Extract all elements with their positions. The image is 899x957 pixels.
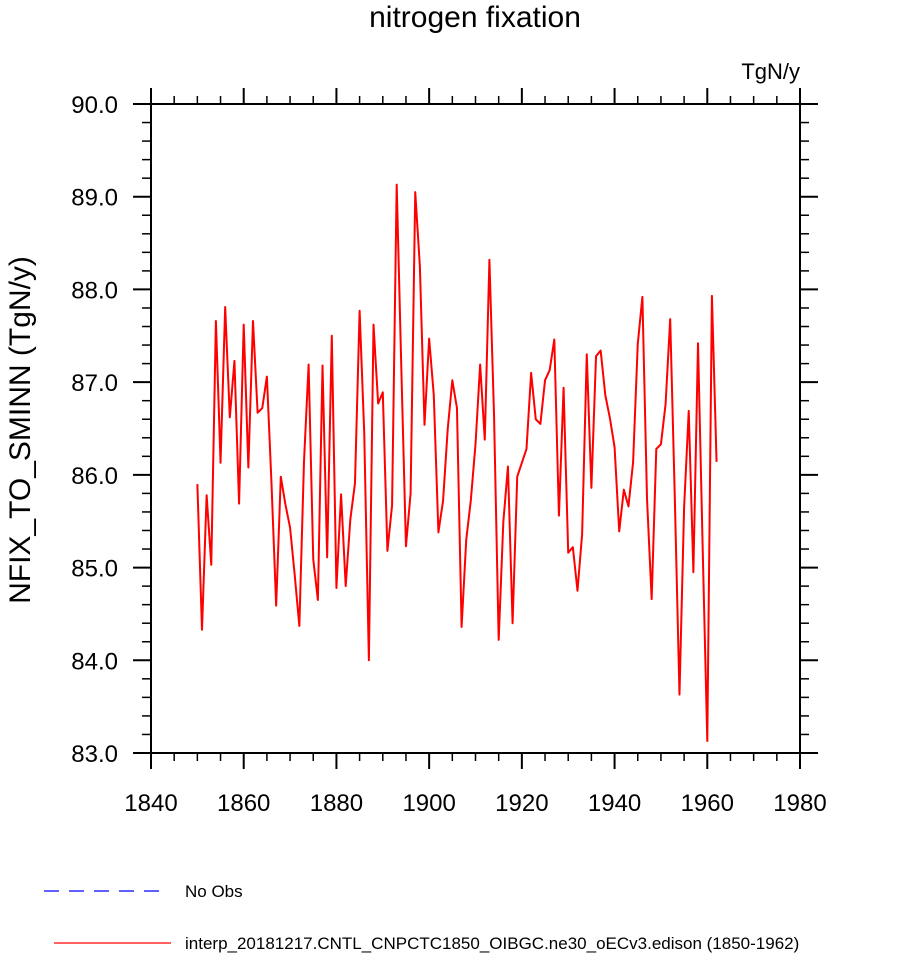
units-label: TgN/y <box>741 59 800 84</box>
legend-label-model: interp_20181217.CNTL_CNPCTC1850_OIBGC.ne… <box>185 934 799 953</box>
x-tick-label: 1840 <box>124 790 177 817</box>
x-tick-label: 1900 <box>402 790 455 817</box>
x-tick-label: 1980 <box>773 790 826 817</box>
y-tick-label: 83.0 <box>71 741 118 768</box>
y-tick-label: 88.0 <box>71 277 118 304</box>
y-tick-label: 89.0 <box>71 185 118 212</box>
y-tick-label: 86.0 <box>71 463 118 490</box>
y-tick-label: 90.0 <box>71 92 118 119</box>
x-tick-label: 1940 <box>588 790 641 817</box>
y-tick-label: 85.0 <box>71 556 118 583</box>
y-tick-label: 84.0 <box>71 648 118 675</box>
x-tick-label: 1920 <box>495 790 548 817</box>
y-tick-label: 87.0 <box>71 370 118 397</box>
x-tick-label: 1880 <box>310 790 363 817</box>
x-tick-label: 1860 <box>217 790 270 817</box>
legend-label-no-obs: No Obs <box>185 882 243 901</box>
chart-title: nitrogen fixation <box>369 1 581 34</box>
x-tick-label: 1960 <box>681 790 734 817</box>
axes: 1840 1860 1880 1900 1920 1940 1960 1980 83.0 84.0… <box>71 88 827 817</box>
series-line-1 <box>196 183 718 742</box>
series-layer <box>196 183 718 742</box>
legend: No Obs interp_20181217.CNTL_CNPCTC1850_O… <box>44 882 799 953</box>
y-axis-label: NFIX_TO_SMINN (TgN/y) <box>4 256 37 604</box>
